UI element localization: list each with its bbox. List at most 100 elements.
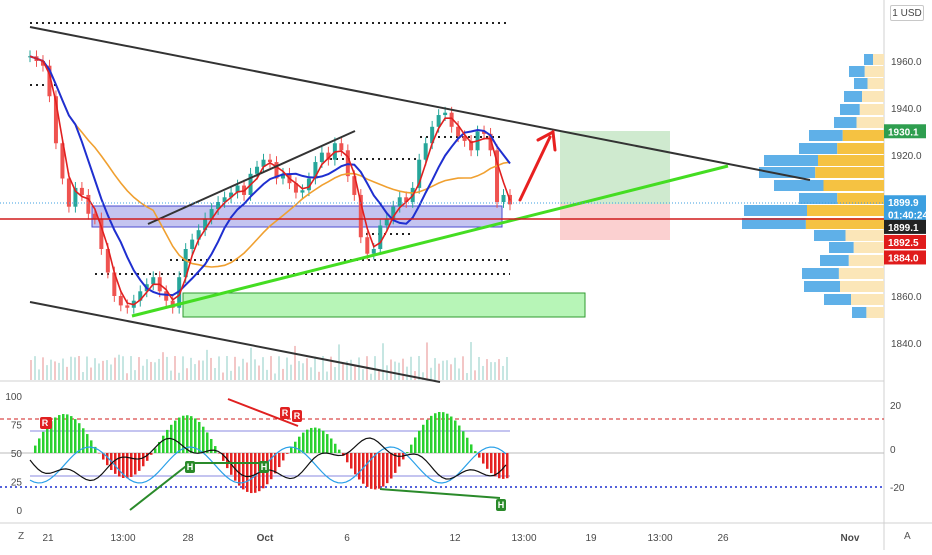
osc-bar	[446, 414, 449, 453]
volume-profile-bar	[865, 66, 884, 77]
volume-bar	[170, 371, 172, 380]
volume-bar	[214, 368, 216, 380]
volume-bar	[166, 357, 168, 380]
volume-profile-bar	[837, 193, 884, 204]
osc-bar	[346, 453, 349, 462]
volume-profile-bar	[799, 193, 837, 204]
volume-profile-bar	[844, 91, 862, 102]
volume-bar	[198, 360, 200, 380]
volume-profile-bar	[852, 307, 866, 318]
volume-profile-bar	[843, 130, 884, 141]
volume-bar	[266, 370, 268, 380]
volume-bar	[350, 360, 352, 380]
osc-bar	[506, 453, 509, 478]
volume-profile-bar	[837, 143, 884, 154]
volume-profile-bar	[824, 294, 851, 305]
volume-profile-bar	[866, 307, 884, 318]
osc-bar	[414, 437, 417, 453]
volume-bar	[190, 358, 192, 380]
volume-bar	[158, 359, 160, 380]
candle-body	[119, 296, 123, 305]
volume-bar	[58, 363, 60, 380]
candle-body	[151, 277, 155, 284]
candle-body	[300, 190, 304, 192]
osc-bar	[166, 430, 169, 453]
volume-bar	[226, 356, 228, 380]
volume-bar	[506, 357, 508, 380]
volume-bar	[34, 356, 36, 380]
osc-bar	[458, 426, 461, 453]
volume-profile-bar	[814, 230, 846, 241]
volume-bar	[310, 367, 312, 380]
osc-bar	[338, 450, 341, 453]
volume-profile-bar	[849, 66, 865, 77]
volume-bar	[146, 359, 148, 380]
volume-bar	[314, 357, 316, 380]
volume-bar	[398, 363, 400, 380]
volume-bar	[186, 368, 188, 380]
volume-bar	[414, 371, 416, 380]
osc-bar	[398, 453, 401, 466]
price-tick-label: 1840.0	[891, 339, 922, 350]
osc-bar	[74, 419, 77, 453]
volume-bar	[474, 370, 476, 380]
volume-bar	[278, 356, 280, 380]
price-tag-label: 1899.9	[888, 198, 919, 209]
volume-bar	[326, 372, 328, 380]
volume-profile-bar	[857, 117, 885, 128]
zoom-label[interactable]: Z	[18, 531, 24, 542]
volume-bar	[70, 357, 72, 380]
volume-bar	[494, 362, 496, 380]
volume-bar	[442, 361, 444, 380]
volume-profile-bar	[764, 155, 818, 166]
volume-profile-bar	[815, 167, 884, 178]
time-tick-label: Oct	[257, 533, 274, 544]
volume-bar	[446, 360, 448, 380]
osc-bar	[494, 453, 497, 476]
price-tag-label: 1884.0	[888, 253, 919, 264]
osc-bar	[306, 430, 309, 453]
volume-profile-bar	[818, 155, 884, 166]
volume-bar	[418, 356, 420, 380]
time-tick-label: 21	[42, 533, 54, 544]
osc-bar	[406, 452, 409, 453]
currency-button[interactable]: 1 USD	[890, 5, 924, 21]
volume-bar	[286, 358, 288, 380]
osc-bar	[486, 453, 489, 469]
signal-badge-label: H	[498, 500, 505, 510]
volume-bar	[306, 358, 308, 380]
candle-body	[255, 167, 259, 174]
volume-bar	[38, 369, 40, 380]
volume-profile-bar	[799, 143, 837, 154]
osc-bar	[322, 431, 325, 453]
signal-badge-label: H	[261, 462, 268, 472]
volume-profile-bar	[744, 205, 807, 216]
osc-bar	[478, 453, 481, 458]
osc-bar	[114, 453, 117, 474]
candle-body	[443, 113, 447, 115]
candle-body	[67, 179, 71, 207]
osc-bar	[38, 438, 41, 453]
volume-bar	[258, 366, 260, 380]
osc-bar	[142, 453, 145, 466]
volume-bar	[394, 362, 396, 380]
candle-body	[320, 153, 324, 162]
volume-bar	[222, 373, 224, 380]
osc-bar	[358, 453, 361, 479]
volume-bar	[210, 358, 212, 380]
osc-bar	[354, 453, 357, 474]
auto-scale-button[interactable]: A	[904, 531, 911, 542]
volume-bar	[30, 360, 32, 380]
volume-bar	[142, 366, 144, 380]
volume-bar	[502, 366, 504, 380]
osc-right-tick: -20	[890, 483, 905, 494]
osc-bar	[410, 445, 413, 453]
time-tick-label: 6	[344, 533, 350, 544]
osc-bar	[78, 423, 81, 453]
volume-bar	[430, 368, 432, 380]
volume-profile-bar	[862, 91, 884, 102]
volume-bar	[182, 356, 184, 380]
candle-body	[339, 143, 343, 150]
osc-left-tick: 75	[11, 421, 23, 432]
volume-bar	[250, 348, 252, 380]
